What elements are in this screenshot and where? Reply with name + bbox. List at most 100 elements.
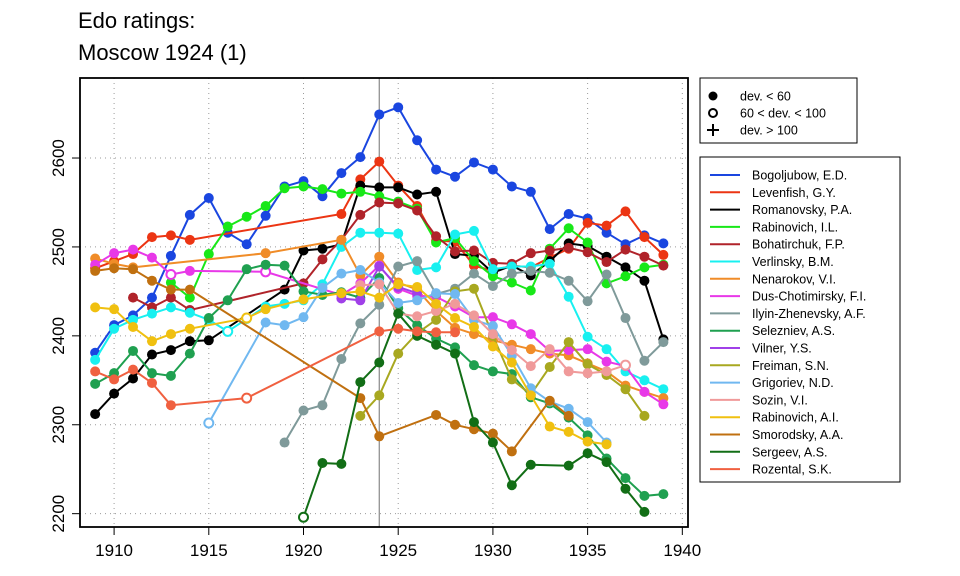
series-line [94, 238, 664, 400]
data-point [203, 335, 214, 346]
data-point [279, 260, 290, 271]
x-tick-label: 1915 [190, 541, 228, 560]
data-point [393, 323, 404, 334]
data-point [412, 189, 423, 200]
data-point [90, 409, 101, 420]
series-line [95, 267, 570, 453]
data-point [146, 336, 157, 347]
data-point [165, 292, 176, 303]
legend-label: Grigoriev, N.D. [752, 376, 834, 390]
data-point [582, 448, 593, 459]
data-point [336, 353, 347, 364]
data-point [601, 227, 612, 238]
data-point [317, 282, 328, 293]
data-point [355, 186, 366, 197]
data-point [582, 417, 593, 428]
data-point [544, 344, 555, 355]
data-point [184, 336, 195, 347]
data-point [468, 321, 479, 332]
data-point [355, 318, 366, 329]
data-point [563, 460, 574, 471]
data-point [506, 319, 517, 330]
data-point [109, 263, 120, 274]
data-point [450, 419, 461, 430]
data-point [620, 313, 631, 324]
data-point [658, 337, 669, 348]
y-tick-label: 2600 [49, 139, 68, 177]
data-point [355, 286, 366, 297]
data-point [487, 164, 498, 175]
data-point [165, 230, 176, 241]
data-point [487, 428, 498, 439]
data-point [582, 247, 593, 258]
data-point [563, 403, 574, 414]
data-point [222, 295, 233, 306]
series-14 [90, 279, 612, 450]
data-point [355, 295, 366, 306]
data-point [468, 268, 479, 279]
data-point [525, 459, 536, 470]
data-point [563, 209, 574, 220]
data-point [90, 265, 101, 276]
data-point [317, 184, 328, 195]
data-point [563, 345, 574, 356]
data-point [317, 457, 328, 468]
data-point [260, 248, 271, 259]
legend-label: Vilner, Y.S. [752, 342, 812, 356]
legend-label: Rabinovich, A.I. [752, 411, 839, 425]
data-point [487, 329, 498, 340]
data-point [336, 168, 347, 179]
series-13 [355, 279, 631, 379]
data-point [203, 193, 214, 204]
data-point [450, 246, 461, 257]
data-point [525, 248, 536, 259]
symbol-legend: dev. < 60 60 < dev. < 100 dev. > 100 [699, 77, 858, 144]
data-point [487, 321, 498, 332]
legend-label: Dus-Chotimirsky, F.I. [752, 290, 866, 304]
data-point [506, 374, 517, 385]
data-point [639, 355, 650, 366]
data-point [393, 297, 404, 308]
data-point [241, 264, 252, 275]
data-point [431, 327, 442, 338]
data-point [298, 405, 309, 416]
data-point [487, 281, 498, 292]
data-point [146, 377, 157, 388]
legend-label: Rabinovich, I.L. [752, 220, 838, 234]
data-point [506, 446, 517, 457]
data-point [487, 366, 498, 377]
data-point [298, 286, 309, 297]
data-point [601, 269, 612, 280]
legend-label: Romanovsky, P.A. [752, 203, 852, 217]
data-point [241, 211, 252, 222]
data-point [582, 436, 593, 447]
symbol-legend-label: dev. > 100 [740, 124, 798, 138]
data-point [658, 399, 669, 410]
series-line [359, 287, 646, 417]
data-point [431, 288, 442, 299]
data-point [355, 265, 366, 276]
data-point [393, 228, 404, 239]
data-point [165, 370, 176, 381]
legend-label: Rozental, S.K. [752, 463, 832, 477]
data-point-open [241, 312, 253, 324]
data-point [109, 388, 120, 399]
data-point [431, 305, 442, 316]
legend-label: Nenarokov, V.I. [752, 272, 836, 286]
legend-label: Verlinsky, B.M. [752, 255, 834, 269]
data-point [487, 264, 498, 275]
data-point [601, 366, 612, 377]
data-point [393, 102, 404, 113]
data-point [620, 384, 631, 395]
data-point [355, 410, 366, 421]
data-point [128, 321, 139, 332]
data-point [184, 284, 195, 295]
data-point [260, 317, 271, 328]
data-point [165, 329, 176, 340]
data-point [298, 294, 309, 305]
data-point [336, 458, 347, 469]
data-point [412, 135, 423, 146]
data-point [374, 299, 385, 310]
data-point [298, 312, 309, 323]
data-point [109, 248, 120, 259]
